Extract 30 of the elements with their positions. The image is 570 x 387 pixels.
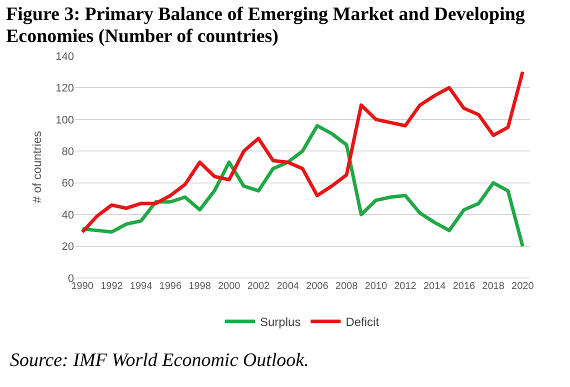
line-series <box>80 124 524 248</box>
source-note: Source: IMF World Economic Outlook. <box>10 350 309 372</box>
y-axis-title: # of countries <box>30 130 44 204</box>
x-tick-label: 2012 <box>394 281 417 292</box>
x-tick-label: 1990 <box>71 281 94 292</box>
x-tick-label: 2002 <box>247 281 270 292</box>
y-tick-label: 60 <box>62 178 74 190</box>
x-tick-label: 1992 <box>100 281 124 292</box>
x-tick-label: 1994 <box>130 281 153 292</box>
line-series <box>80 70 524 234</box>
x-tick-label: 2010 <box>364 281 388 292</box>
legend-label: Deficit <box>346 315 380 330</box>
y-tick-label: 40 <box>62 209 74 222</box>
chart-title: Figure 3: Primary Balance of Emerging Market and Developing Economies (Number of countries) <box>6 4 526 48</box>
y-tick-label: 120 <box>56 82 74 95</box>
x-tick-label: 2004 <box>276 281 300 292</box>
y-tick-label: 140 <box>56 50 74 63</box>
x-tick-label: 2014 <box>423 281 446 292</box>
y-tick-label: 80 <box>62 146 74 158</box>
y-tick-label: 100 <box>56 114 74 126</box>
x-tick-label: 1998 <box>188 281 212 292</box>
x-tick-label: 2018 <box>482 281 505 292</box>
legend-label: Surplus <box>260 315 301 330</box>
x-tick-label: 2000 <box>218 281 241 292</box>
x-tick-label: 2006 <box>306 281 329 292</box>
x-tick-label: 2008 <box>335 281 358 292</box>
x-tick-label: 1996 <box>159 281 182 292</box>
x-tick-label: 2020 <box>512 281 534 292</box>
x-tick-label: 2016 <box>452 281 476 292</box>
y-tick-label: 20 <box>62 241 74 254</box>
